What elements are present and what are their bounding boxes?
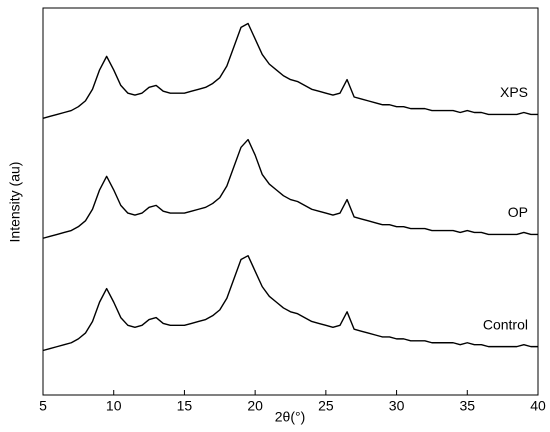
x-tick-label: 40 (530, 398, 546, 414)
x-tick-label: 30 (389, 398, 405, 414)
x-tick-label: 25 (318, 398, 334, 414)
series-line (42, 254, 538, 352)
x-tick-label: 5 (39, 398, 47, 414)
series-line (42, 138, 538, 239)
x-tick-label: 15 (177, 398, 193, 414)
series-label: XPS (500, 84, 528, 100)
x-tick-label: 35 (459, 398, 475, 414)
series-label: Control (483, 316, 528, 332)
series-line (42, 22, 538, 119)
plot-frame (42, 7, 539, 396)
x-tick-label: 10 (106, 398, 122, 414)
y-axis-label: Intensity (au) (7, 162, 23, 243)
series-label: OP (508, 204, 528, 220)
x-axis-label: 2θ(°) (275, 409, 306, 425)
x-tick-label: 20 (247, 398, 263, 414)
